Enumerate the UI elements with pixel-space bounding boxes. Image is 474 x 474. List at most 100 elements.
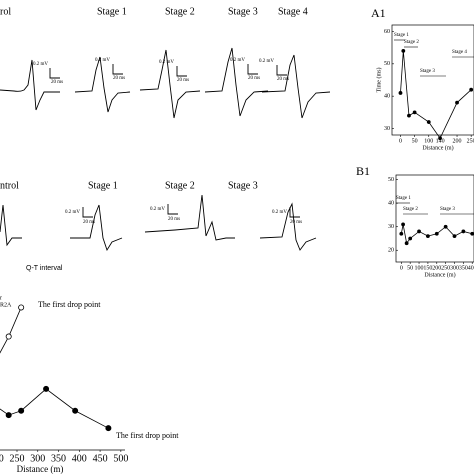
x-tick-label: 50: [407, 265, 413, 271]
x-tick-label: 250: [10, 453, 25, 464]
data-point: [434, 231, 439, 236]
annotation: Stage 4: [452, 50, 467, 55]
data-point: [461, 229, 466, 234]
x-tick-label: 200: [0, 453, 4, 464]
trace: [144, 194, 235, 241]
x-tick-label: 250: [441, 265, 450, 271]
data-point: [412, 110, 417, 115]
data-point: [18, 407, 25, 414]
x-tick-label: 0: [399, 138, 402, 144]
scale-label: 0.2 mV: [150, 207, 165, 212]
data-point: [438, 136, 442, 141]
series-line: [0, 307, 22, 354]
annotation: Stage 3: [440, 207, 455, 212]
scale-label: 20 ms: [277, 77, 289, 82]
x-tick-label: 350: [51, 453, 66, 464]
stage-label: Stage 3: [228, 6, 258, 17]
stage-label: ntrol: [0, 180, 19, 191]
scale-label: 20 ms: [168, 217, 180, 222]
data-point: [5, 333, 12, 340]
x-tick-label: 250: [467, 138, 474, 144]
data-point: [43, 385, 50, 392]
scale-bars: [49, 64, 300, 218]
x-tick-label: 450: [93, 453, 108, 464]
data-point: [404, 241, 409, 246]
traces: [0, 47, 331, 252]
annotation: Stage 1: [394, 33, 409, 38]
x-axis-label: Distance (m): [424, 271, 455, 278]
x-tick-label: 300: [30, 453, 45, 464]
x-axis-label: Distance (m): [422, 144, 453, 151]
scale-label: 0.2 mV: [272, 210, 287, 215]
annotation: Stage 2: [403, 207, 418, 212]
trace: [0, 59, 60, 111]
stage-label: Stage 2: [165, 180, 195, 191]
x-tick-label: 400: [72, 453, 87, 464]
x-tick-label: 400: [468, 265, 474, 271]
x-tick-label: 0: [400, 265, 403, 271]
x-tick-label: 200: [432, 265, 441, 271]
data-point: [426, 234, 430, 239]
legend-label: r: [0, 295, 2, 301]
x-tick-label: 100: [424, 138, 433, 144]
stage-label: Stage 1: [88, 180, 118, 191]
x-tick-label: 140: [436, 138, 445, 144]
data-point: [470, 231, 474, 236]
trace: [259, 202, 317, 251]
data-point: [72, 407, 79, 414]
y-tick-label: 20: [388, 248, 394, 254]
trace: [139, 49, 201, 119]
scale-label: 0.2 mV: [95, 58, 110, 63]
data-point: [401, 48, 406, 53]
scale-label: 0.2 mV: [159, 60, 174, 65]
y-tick-label: 30: [388, 224, 394, 230]
data-point: [105, 425, 112, 432]
stage-label: Stage 3: [228, 180, 258, 191]
scale-label: 0.2 mV: [33, 62, 48, 67]
annotation: Stage 3: [420, 69, 435, 74]
trace: [70, 204, 123, 252]
y-tick-label: 40: [388, 201, 394, 207]
x-tick-label: 50: [412, 138, 418, 144]
data-point: [455, 100, 459, 105]
stage-label: rol: [0, 6, 11, 17]
x-tick-label: 150: [423, 265, 432, 271]
x-tick-label: 500: [113, 453, 128, 464]
trace: [261, 54, 331, 119]
trace: [204, 47, 269, 117]
caption: Q-T interval: [26, 265, 63, 272]
trace: [0, 204, 22, 247]
y-tick-label: 50: [388, 177, 394, 183]
data-point: [443, 224, 448, 229]
x-tick-label: 300: [450, 265, 459, 271]
scale-label: 20 ms: [83, 220, 95, 225]
panel-label: A1: [371, 6, 386, 20]
x-tick-label: 200: [453, 138, 462, 144]
series-line: [0, 388, 109, 429]
data-point: [408, 236, 413, 241]
annotation: The first drop point: [116, 431, 179, 440]
plot-frame: [391, 24, 474, 136]
x-tick-label: 100: [415, 265, 424, 271]
y-tick-label: 60: [384, 29, 390, 35]
plot-frame: [395, 174, 474, 263]
data-point: [399, 231, 404, 236]
scale-label: 20 ms: [113, 76, 125, 81]
legend-label: R2A: [0, 302, 12, 308]
x-tick-label: 350: [459, 265, 468, 271]
scale-label: 20 ms: [177, 78, 189, 83]
annotation: The first drop point: [38, 300, 101, 309]
y-tick-label: 40: [384, 94, 390, 100]
panel-label: B1: [356, 164, 370, 178]
stage-label: Stage 4: [278, 6, 308, 17]
data-point: [426, 120, 431, 124]
scale-label: 20 ms: [248, 76, 260, 81]
trace: [74, 56, 131, 113]
data-point: [469, 87, 474, 92]
data-point: [452, 234, 457, 239]
scale-label: 0.2 mV: [65, 210, 80, 215]
scale-label: 20 ms: [290, 220, 302, 225]
x-axis-label: Distance (m): [17, 464, 64, 474]
y-axis-label: Time (ms): [375, 68, 382, 93]
y-tick-label: 50: [384, 61, 390, 67]
